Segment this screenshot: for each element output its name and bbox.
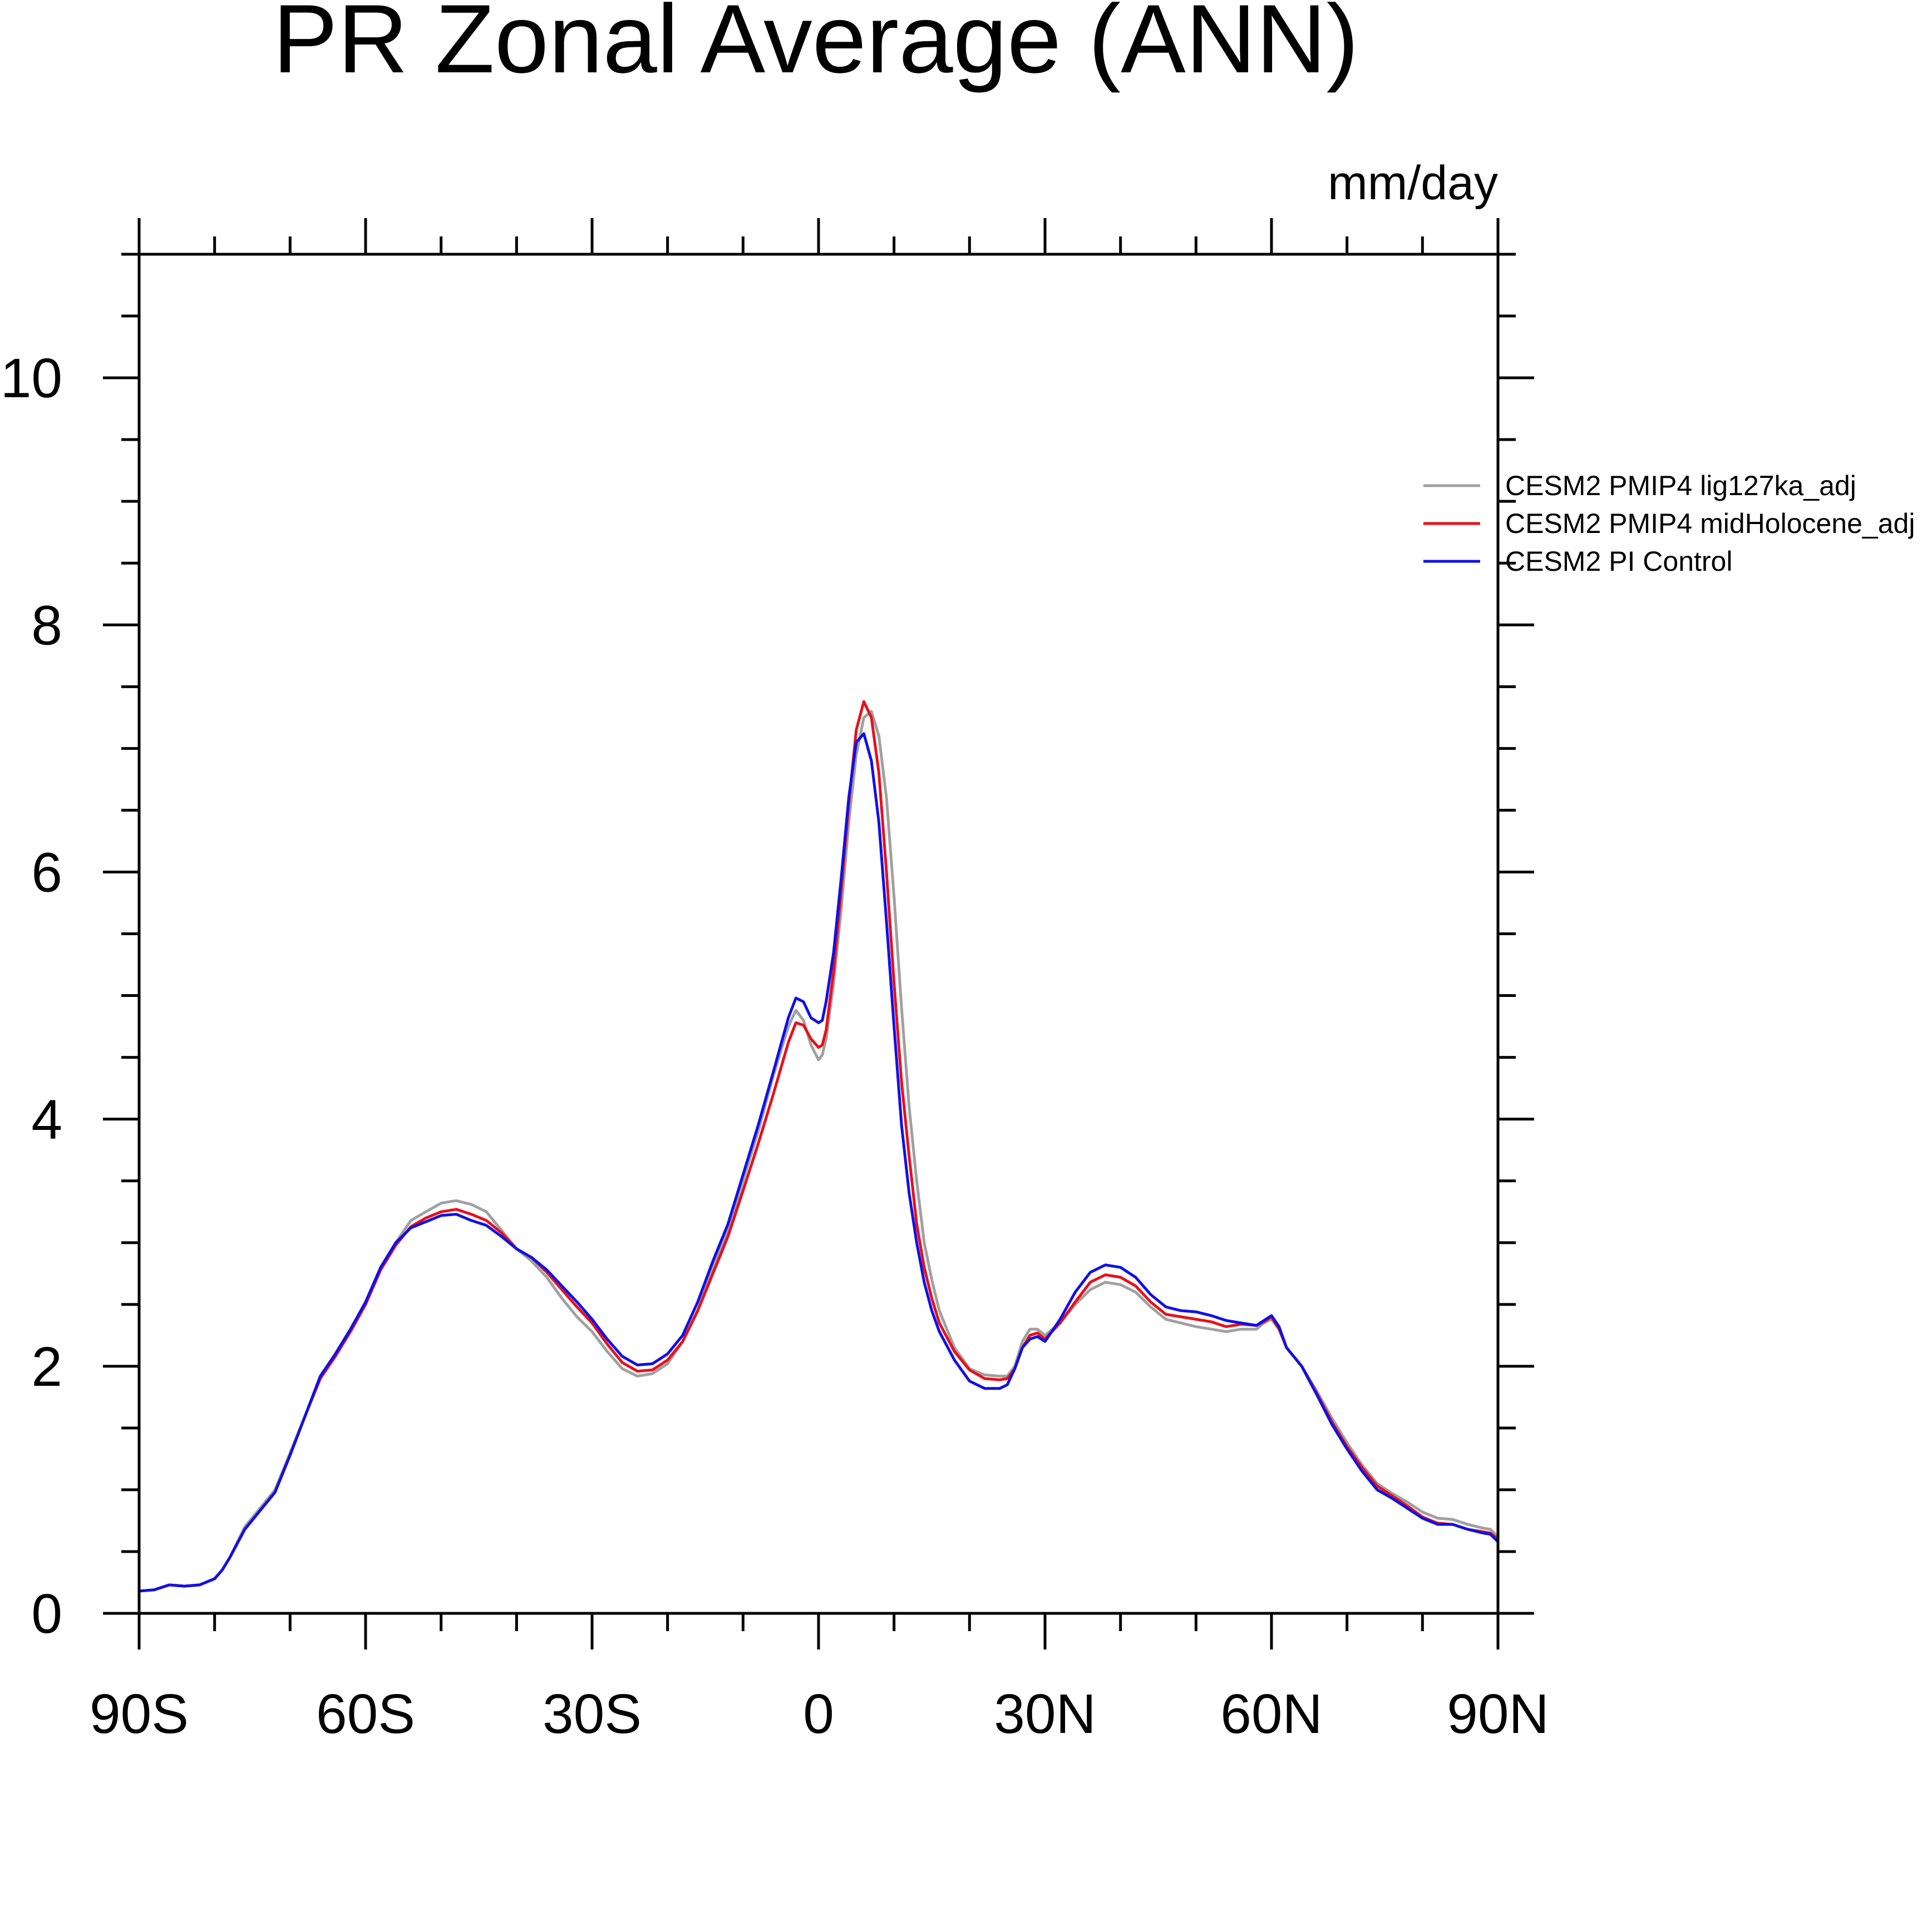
legend-label: CESM2 PI Control — [1505, 546, 1732, 577]
x-tick-label: 60S — [316, 1683, 415, 1745]
plot-frame — [137, 253, 1500, 1615]
x-tick-label: 30N — [994, 1683, 1096, 1745]
y-tick-label: 8 — [31, 594, 62, 656]
series-line-0 — [139, 710, 1499, 1593]
y-tick-label: 4 — [31, 1089, 62, 1151]
legend: CESM2 PMIP4 lig127ka_adj CESM2 PMIP4 midH… — [1423, 470, 1915, 577]
legend-label: CESM2 PMIP4 lig127ka_adj — [1505, 470, 1856, 501]
x-tick-label: 90S — [90, 1683, 189, 1745]
units-label: mm/day — [1328, 156, 1498, 210]
axis-group: 90S 60S 30S 0 30N 60N 90N 0 2 4 6 8 10 — [1, 218, 1549, 1745]
x-tick-label: 0 — [803, 1683, 834, 1745]
x-tick-label: 60N — [1220, 1683, 1322, 1745]
y-tick-label: 0 — [31, 1583, 62, 1645]
legend-label: CESM2 PMIP4 midHolocene_adj — [1505, 508, 1915, 539]
y-tick-label: 6 — [31, 841, 62, 903]
y-tick-label: 2 — [31, 1336, 62, 1398]
series-group — [139, 700, 1499, 1593]
x-tick-label: 30S — [543, 1683, 642, 1745]
chart-title: PR Zonal Average (ANN) — [273, 0, 1359, 93]
series-line-2 — [139, 732, 1499, 1593]
x-tick-label: 90N — [1447, 1683, 1549, 1745]
series-line-1 — [139, 700, 1499, 1593]
y-tick-label: 10 — [1, 347, 62, 409]
